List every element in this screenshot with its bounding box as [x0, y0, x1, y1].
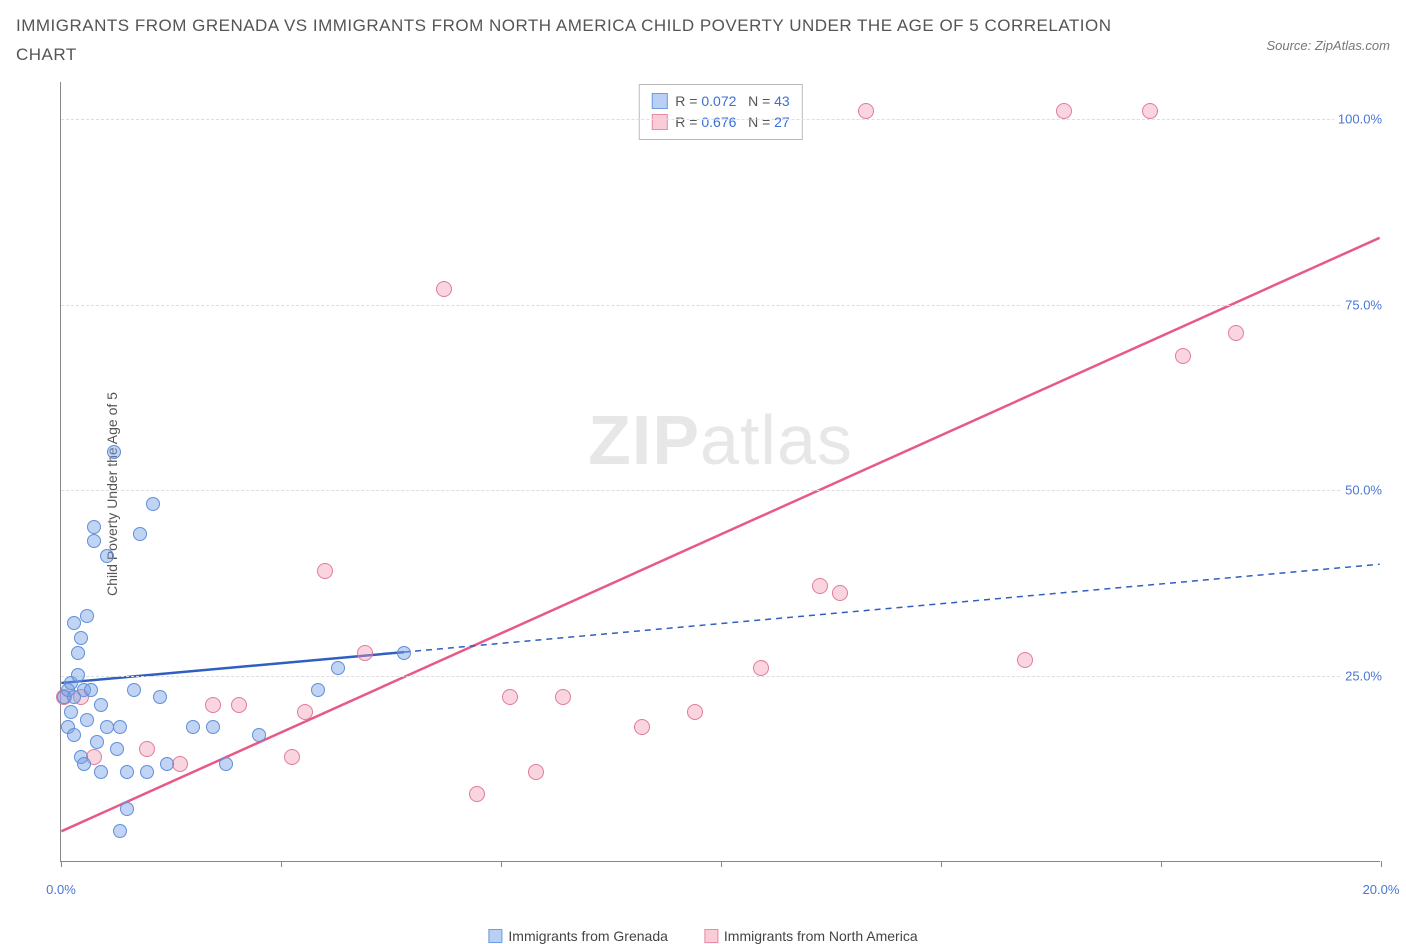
- stats-legend: R = 0.072 N = 43 R = 0.676 N = 27: [638, 84, 802, 140]
- blue-point: [127, 683, 141, 697]
- pink-point: [297, 704, 313, 720]
- pink-point: [502, 689, 518, 705]
- pink-point: [555, 689, 571, 705]
- blue-point: [100, 720, 114, 734]
- blue-point: [140, 765, 154, 779]
- blue-point: [160, 757, 174, 771]
- blue-point: [120, 802, 134, 816]
- blue-point: [94, 698, 108, 712]
- blue-point: [80, 609, 94, 623]
- blue-point: [67, 728, 81, 742]
- series-legend: Immigrants from Grenada Immigrants from N…: [488, 928, 917, 944]
- pink-point: [753, 660, 769, 676]
- x-tick: [61, 861, 62, 867]
- trend-lines: [61, 82, 1380, 861]
- pink-point: [832, 585, 848, 601]
- blue-point: [311, 683, 325, 697]
- blue-point: [80, 713, 94, 727]
- x-tick: [1381, 861, 1382, 867]
- pink-point: [812, 578, 828, 594]
- pink-point: [634, 719, 650, 735]
- pink-point: [1175, 348, 1191, 364]
- blue-point: [100, 549, 114, 563]
- pink-point: [1056, 103, 1072, 119]
- blue-point: [77, 757, 91, 771]
- pink-point: [205, 697, 221, 713]
- blue-point: [146, 497, 160, 511]
- x-tick-label: 0.0%: [46, 882, 76, 897]
- blue-point: [397, 646, 411, 660]
- blue-point: [87, 534, 101, 548]
- blue-point: [74, 631, 88, 645]
- pink-point: [317, 563, 333, 579]
- blue-point: [206, 720, 220, 734]
- blue-point: [331, 661, 345, 675]
- pink-point: [357, 645, 373, 661]
- chart-source: Source: ZipAtlas.com: [1266, 12, 1390, 53]
- gridline: [61, 119, 1380, 120]
- pink-point: [528, 764, 544, 780]
- blue-point: [252, 728, 266, 742]
- blue-point: [186, 720, 200, 734]
- y-tick-label: 75.0%: [1341, 297, 1382, 312]
- y-tick-label: 50.0%: [1341, 483, 1382, 498]
- pink-point: [231, 697, 247, 713]
- x-tick: [721, 861, 722, 867]
- pink-point: [172, 756, 188, 772]
- chart-title: IMMIGRANTS FROM GRENADA VS IMMIGRANTS FR…: [16, 12, 1116, 70]
- pink-point: [469, 786, 485, 802]
- x-tick: [1161, 861, 1162, 867]
- blue-point: [94, 765, 108, 779]
- blue-point: [64, 705, 78, 719]
- y-tick-label: 25.0%: [1341, 669, 1382, 684]
- pink-point: [1142, 103, 1158, 119]
- blue-point: [67, 616, 81, 630]
- y-tick-label: 100.0%: [1334, 111, 1382, 126]
- blue-point: [110, 742, 124, 756]
- blue-point: [107, 445, 121, 459]
- pink-point: [858, 103, 874, 119]
- blue-point: [87, 520, 101, 534]
- pink-point: [1228, 325, 1244, 341]
- chart-container: Child Poverty Under the Age of 5 ZIPatla…: [16, 74, 1390, 914]
- pink-point: [284, 749, 300, 765]
- gridline: [61, 490, 1380, 491]
- blue-point: [71, 646, 85, 660]
- x-tick: [501, 861, 502, 867]
- blue-point: [90, 735, 104, 749]
- blue-point: [113, 824, 127, 838]
- pink-point: [139, 741, 155, 757]
- blue-point: [133, 527, 147, 541]
- blue-point: [84, 683, 98, 697]
- legend-item: Immigrants from North America: [704, 928, 918, 944]
- x-tick: [281, 861, 282, 867]
- stats-legend-row: R = 0.072 N = 43: [651, 91, 789, 112]
- legend-item: Immigrants from Grenada: [488, 928, 668, 944]
- stats-legend-row: R = 0.676 N = 27: [651, 112, 789, 133]
- blue-point: [113, 720, 127, 734]
- blue-point: [219, 757, 233, 771]
- blue-point: [153, 690, 167, 704]
- x-tick-label: 20.0%: [1363, 882, 1400, 897]
- plot-area: ZIPatlas R = 0.072 N = 43 R = 0.676 N = …: [60, 82, 1380, 862]
- x-tick: [941, 861, 942, 867]
- blue-point: [71, 668, 85, 682]
- pink-point: [436, 281, 452, 297]
- pink-point: [687, 704, 703, 720]
- gridline: [61, 305, 1380, 306]
- pink-point: [1017, 652, 1033, 668]
- blue-point: [120, 765, 134, 779]
- gridline: [61, 676, 1380, 677]
